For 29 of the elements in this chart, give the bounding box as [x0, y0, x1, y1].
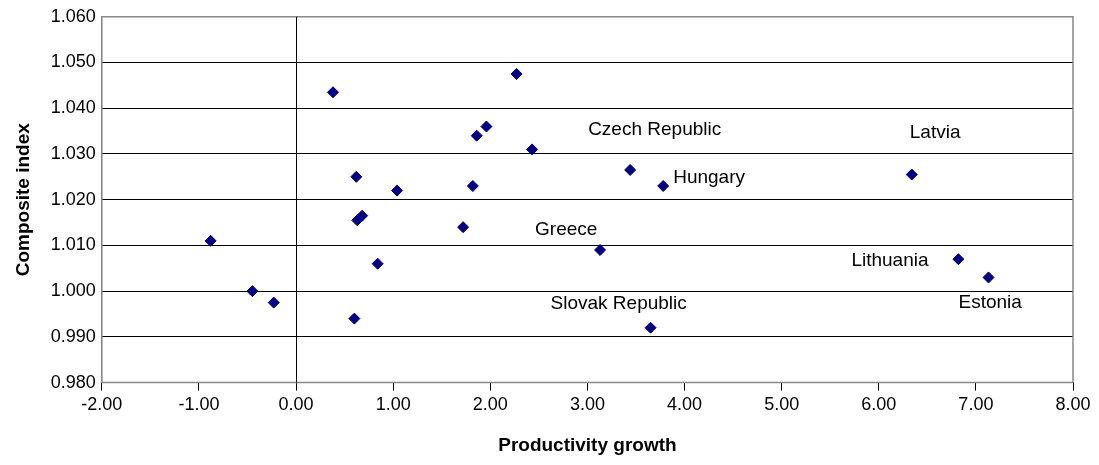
y-tick-label: 0.980: [50, 371, 96, 392]
x-tick-label: 1.00: [375, 394, 411, 415]
x-tick-label: 7.00: [958, 394, 994, 415]
y-tick-label: 1.020: [50, 188, 96, 209]
x-axis-title: Productivity growth: [498, 433, 677, 455]
x-tick-label: -1.00: [178, 394, 220, 415]
x-tick-label: 2.00: [472, 394, 508, 415]
x-tick-label: -2.00: [81, 394, 123, 415]
annotation: Slovak Republic: [550, 291, 687, 313]
x-tick-label: 4.00: [667, 394, 703, 415]
annotation: Hungary: [673, 166, 746, 188]
y-tick-label: 1.010: [50, 234, 96, 255]
x-tick-label: 8.00: [1055, 394, 1091, 415]
annotation: Estonia: [958, 290, 1023, 312]
y-axis-title: Composite index: [11, 122, 33, 277]
x-tick-label: 0.00: [278, 394, 314, 415]
x-tick-label: 5.00: [764, 394, 800, 415]
y-tick-label: 1.050: [50, 51, 96, 72]
annotation: Latvia: [909, 120, 961, 142]
y-tick-label: 1.030: [50, 142, 96, 163]
x-tick-label: 6.00: [861, 394, 897, 415]
y-tick-label: 1.060: [50, 5, 96, 26]
annotation: Czech Republic: [588, 118, 722, 140]
y-tick-label: 0.990: [50, 325, 96, 346]
annotation: Greece: [535, 218, 598, 240]
y-tick-label: 1.040: [50, 97, 96, 118]
y-tick-label: 1.000: [50, 280, 96, 301]
x-tick-label: 3.00: [569, 394, 605, 415]
annotation: Lithuania: [851, 249, 929, 271]
